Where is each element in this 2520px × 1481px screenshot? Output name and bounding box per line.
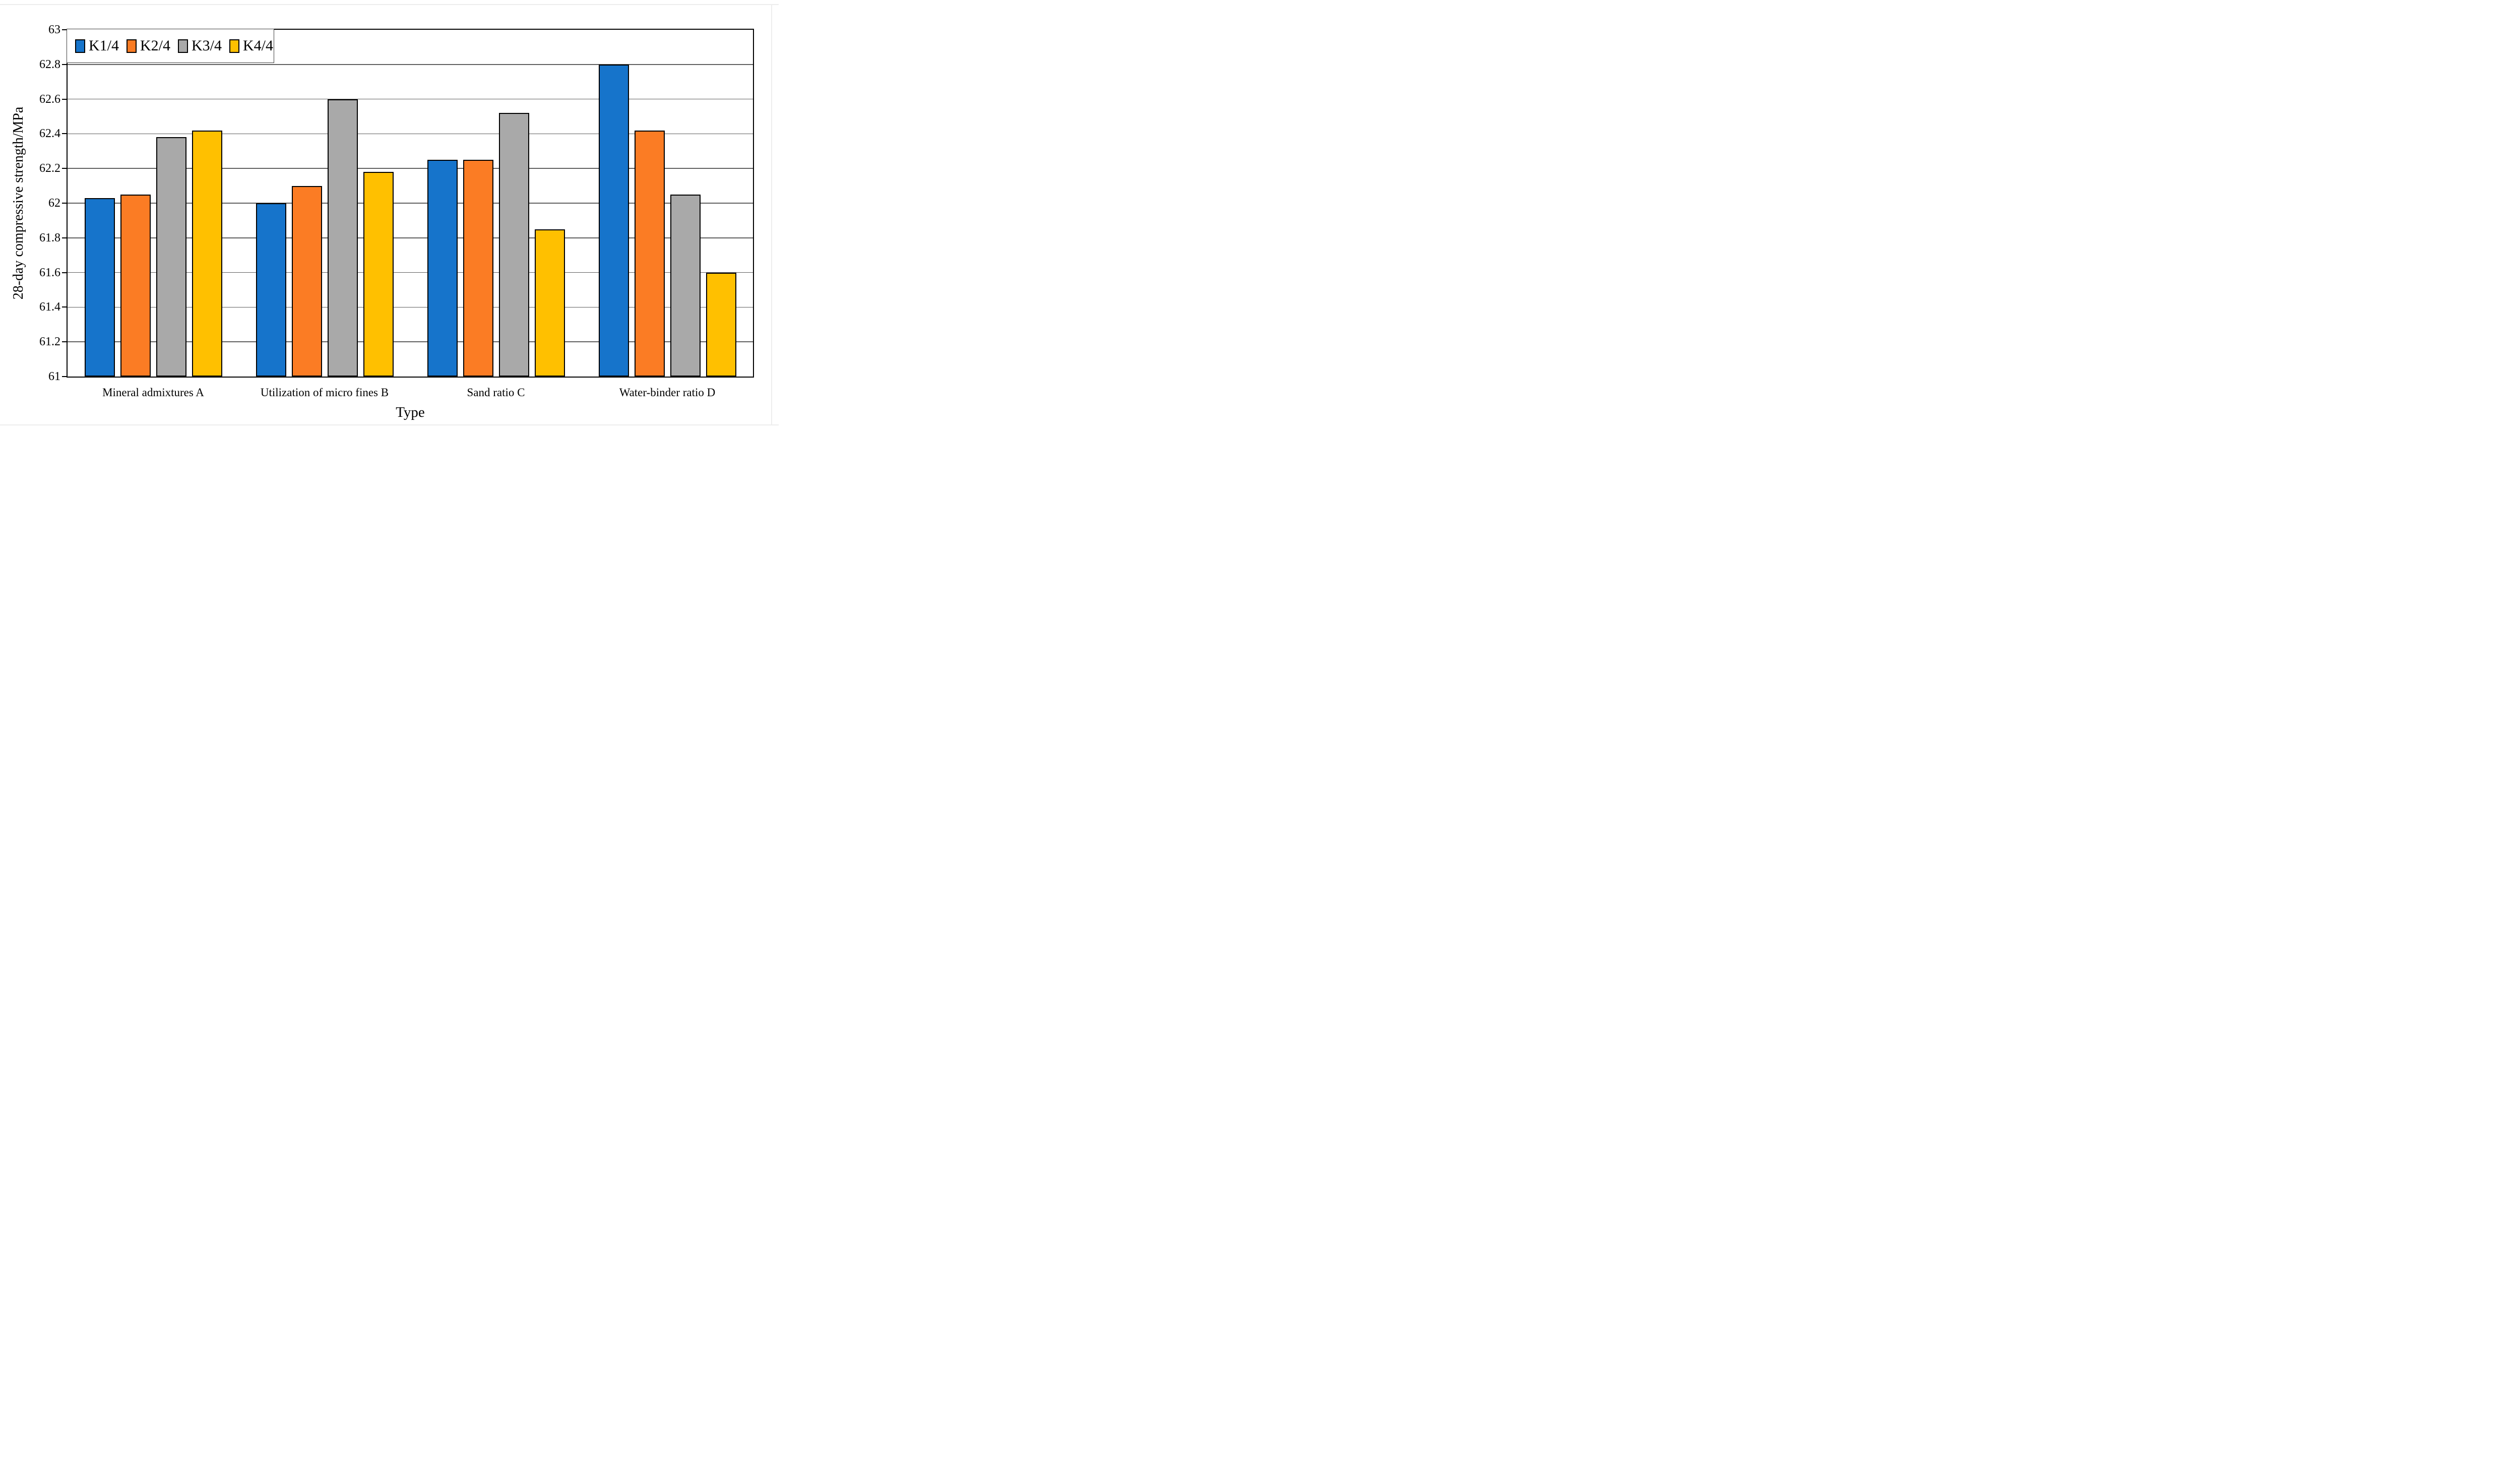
y-axis-tick-63 [62, 29, 67, 30]
bar-k3-4-sand-ratio-c [498, 113, 529, 377]
legend-item-k2-4: K2/4 [127, 37, 170, 54]
bar-chart-figure: 28-day compressive strength/MPa Type K1/… [0, 0, 779, 428]
gridline-62.8 [68, 64, 753, 65]
bar-k3-4-utilization-of-micro-fines-b [327, 99, 358, 377]
legend: K1/4 K2/4 K3/4 K4/4 [67, 29, 274, 63]
bar-k3-4-water-binder-ratio-d [670, 194, 701, 377]
legend-label-k3-4: K3/4 [192, 37, 222, 54]
y-axis-tick-61.6 [62, 272, 67, 273]
y-tick-label-62.2: 62.2 [39, 162, 60, 175]
y-axis-tick-61 [62, 376, 67, 377]
legend-item-k3-4: K3/4 [178, 37, 222, 54]
x-category-label-mineral-admixtures-a: Mineral admixtures A [102, 386, 204, 399]
bar-k4-4-utilization-of-micro-fines-b [363, 172, 394, 377]
gridline-61.6 [68, 272, 753, 273]
bar-k4-4-mineral-admixtures-a [192, 130, 222, 377]
y-axis-tick-61.2 [62, 341, 67, 343]
legend-swatch-icon-k4-4 [229, 39, 239, 53]
gridline-62.4 [68, 133, 753, 135]
y-tick-label-62.8: 62.8 [39, 57, 60, 71]
bar-k4-4-sand-ratio-c [534, 229, 565, 377]
bar-k1-4-water-binder-ratio-d [598, 64, 629, 377]
bar-k1-4-mineral-admixtures-a [84, 198, 115, 377]
bar-k1-4-sand-ratio-c [427, 160, 458, 377]
x-category-label-sand-ratio-c: Sand ratio C [467, 386, 525, 399]
bar-k2-4-utilization-of-micro-fines-b [291, 186, 322, 377]
y-tick-label-63: 63 [48, 23, 60, 36]
bar-k2-4-water-binder-ratio-d [634, 130, 665, 377]
legend-label-k1-4: K1/4 [89, 37, 119, 54]
y-tick-label-62.4: 62.4 [39, 127, 60, 141]
y-axis-tick-62.4 [62, 133, 67, 135]
gridline-62.6 [68, 98, 753, 100]
bar-k3-4-mineral-admixtures-a [156, 137, 186, 377]
y-axis-tick-62.6 [62, 98, 67, 100]
y-tick-label-61.8: 61.8 [39, 231, 60, 244]
x-category-label-utilization-of-micro-fines-b: Utilization of micro fines B [260, 386, 389, 399]
bar-k1-4-utilization-of-micro-fines-b [256, 203, 286, 377]
gridline-61.4 [68, 306, 753, 308]
screenshot-top-edge [0, 4, 779, 5]
legend-swatch-icon-k3-4 [178, 39, 188, 53]
y-tick-label-61: 61 [48, 370, 60, 383]
y-tick-label-61.4: 61.4 [39, 300, 60, 314]
legend-item-k1-4: K1/4 [75, 37, 119, 54]
bar-k4-4-water-binder-ratio-d [706, 272, 736, 377]
bar-k2-4-sand-ratio-c [463, 160, 493, 377]
y-axis-tick-62.2 [62, 168, 67, 169]
legend-swatch-icon-k1-4 [75, 39, 85, 53]
gridline-62 [68, 203, 753, 204]
legend-item-k4-4: K4/4 [229, 37, 273, 54]
screenshot-bottom-edge [0, 424, 779, 425]
legend-swatch-icon-k2-4 [127, 39, 137, 53]
y-axis-tick-62.8 [62, 64, 67, 65]
gridline-61.2 [68, 341, 753, 342]
legend-label-k2-4: K2/4 [140, 37, 170, 54]
gridline-61.8 [68, 237, 753, 238]
x-category-label-water-binder-ratio-d: Water-binder ratio D [619, 386, 716, 399]
y-axis-tick-62 [62, 203, 67, 204]
gridline-62.2 [68, 168, 753, 169]
bar-k2-4-mineral-admixtures-a [120, 194, 151, 377]
x-axis-title: Type [396, 404, 425, 420]
y-axis-tick-61.4 [62, 306, 67, 308]
y-axis-tick-61.8 [62, 237, 67, 238]
y-tick-label-61.6: 61.6 [39, 266, 60, 279]
y-tick-label-61.2: 61.2 [39, 335, 60, 349]
y-tick-label-62.6: 62.6 [39, 92, 60, 106]
y-tick-label-62: 62 [48, 197, 60, 210]
screenshot-right-edge [771, 4, 772, 425]
legend-label-k4-4: K4/4 [243, 37, 273, 54]
